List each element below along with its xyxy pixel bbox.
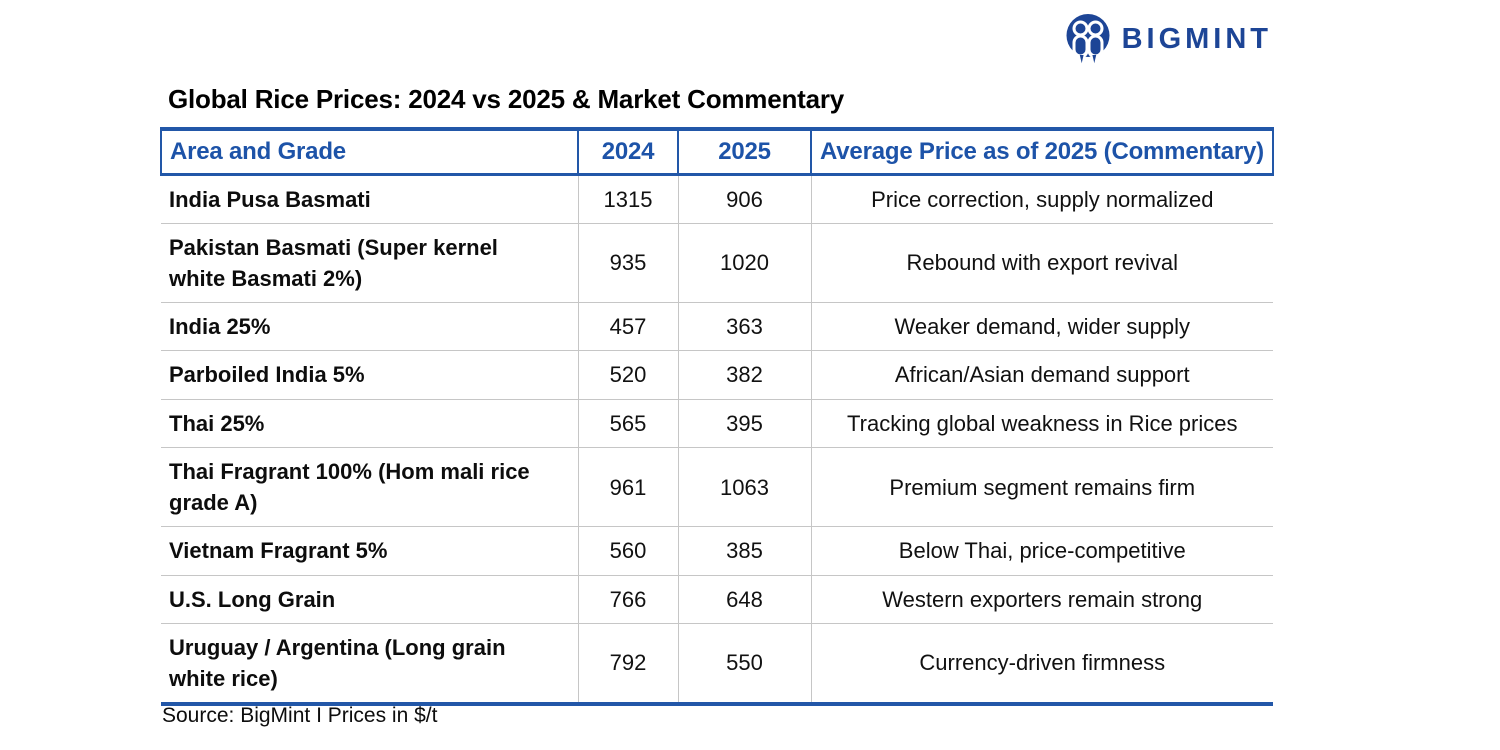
cell-price-2025: 906 bbox=[678, 174, 812, 224]
page-title: Global Rice Prices: 2024 vs 2025 & Marke… bbox=[168, 84, 845, 114]
table-row: India 25% 457 363 Weaker demand, wider s… bbox=[161, 302, 1273, 352]
cell-commentary: African/Asian demand support bbox=[811, 350, 1273, 400]
bigmint-people-icon bbox=[1065, 14, 1111, 64]
table-row: U.S. Long Grain 766 648 Western exporter… bbox=[161, 575, 1273, 624]
cell-price-2025: 395 bbox=[678, 399, 812, 448]
cell-price-2024: 1315 bbox=[578, 174, 679, 224]
cell-commentary: Currency-driven firmness bbox=[811, 623, 1273, 707]
rice-price-table: Area and Grade 2024 2025 Average Price a… bbox=[160, 127, 1274, 707]
cell-area-and-grade: Vietnam Fragrant 5% bbox=[161, 526, 579, 576]
cell-price-2025: 648 bbox=[678, 575, 812, 624]
cell-price-2024: 520 bbox=[578, 350, 679, 400]
cell-price-2024: 961 bbox=[578, 447, 679, 528]
cell-area-and-grade: Pakistan Basmati (Super kernel white Bas… bbox=[161, 223, 579, 304]
cell-commentary: Premium segment remains firm bbox=[811, 447, 1273, 528]
cell-commentary: Rebound with export revival bbox=[811, 223, 1273, 304]
cell-commentary: Price correction, supply normalized bbox=[811, 174, 1273, 224]
cell-price-2024: 560 bbox=[578, 526, 679, 576]
cell-commentary: Weaker demand, wider supply bbox=[811, 302, 1273, 352]
cell-area-and-grade: Thai Fragrant 100% (Hom mali rice grade … bbox=[161, 447, 579, 528]
cell-price-2025: 363 bbox=[678, 302, 812, 352]
cell-area-and-grade: Thai 25% bbox=[161, 399, 579, 448]
brand-logo: BIGMINT bbox=[1065, 14, 1272, 64]
table-row: India Pusa Basmati 1315 906 Price correc… bbox=[161, 174, 1273, 224]
cell-price-2024: 766 bbox=[578, 575, 679, 624]
cell-commentary: Below Thai, price-competitive bbox=[811, 526, 1273, 576]
cell-price-2025: 1020 bbox=[678, 223, 812, 304]
cell-area-and-grade: India Pusa Basmati bbox=[161, 174, 579, 224]
cell-price-2025: 550 bbox=[678, 623, 812, 707]
table-row: Uruguay / Argentina (Long grain white ri… bbox=[161, 623, 1273, 707]
brand-name: BIGMINT bbox=[1121, 22, 1272, 55]
column-header-commentary: Average Price as of 2025 (Commentary) bbox=[810, 127, 1274, 176]
column-header-area-and-grade: Area and Grade bbox=[160, 127, 579, 176]
cell-area-and-grade: Uruguay / Argentina (Long grain white ri… bbox=[161, 623, 579, 707]
cell-price-2025: 1063 bbox=[678, 447, 812, 528]
cell-price-2025: 382 bbox=[678, 350, 812, 400]
table-row: Pakistan Basmati (Super kernel white Bas… bbox=[161, 223, 1273, 304]
cell-price-2024: 565 bbox=[578, 399, 679, 448]
cell-price-2024: 457 bbox=[578, 302, 679, 352]
table-header-row: Area and Grade 2024 2025 Average Price a… bbox=[160, 127, 1274, 176]
table-row: Thai Fragrant 100% (Hom mali rice grade … bbox=[161, 447, 1273, 528]
table-row: Parboiled India 5% 520 382 African/Asian… bbox=[161, 350, 1273, 400]
cell-commentary: Tracking global weakness in Rice prices bbox=[811, 399, 1273, 448]
table-row: Vietnam Fragrant 5% 560 385 Below Thai, … bbox=[161, 526, 1273, 576]
cell-commentary: Western exporters remain strong bbox=[811, 575, 1273, 624]
cell-price-2025: 385 bbox=[678, 526, 812, 576]
column-header-2025: 2025 bbox=[677, 127, 812, 176]
cell-area-and-grade: Parboiled India 5% bbox=[161, 350, 579, 400]
cell-price-2024: 792 bbox=[578, 623, 679, 707]
cell-area-and-grade: India 25% bbox=[161, 302, 579, 352]
column-header-2024: 2024 bbox=[577, 127, 679, 176]
source-note: Source: BigMint I Prices in $/t bbox=[162, 704, 438, 727]
cell-price-2024: 935 bbox=[578, 223, 679, 304]
cell-area-and-grade: U.S. Long Grain bbox=[161, 575, 579, 624]
table-row: Thai 25% 565 395 Tracking global weaknes… bbox=[161, 399, 1273, 448]
